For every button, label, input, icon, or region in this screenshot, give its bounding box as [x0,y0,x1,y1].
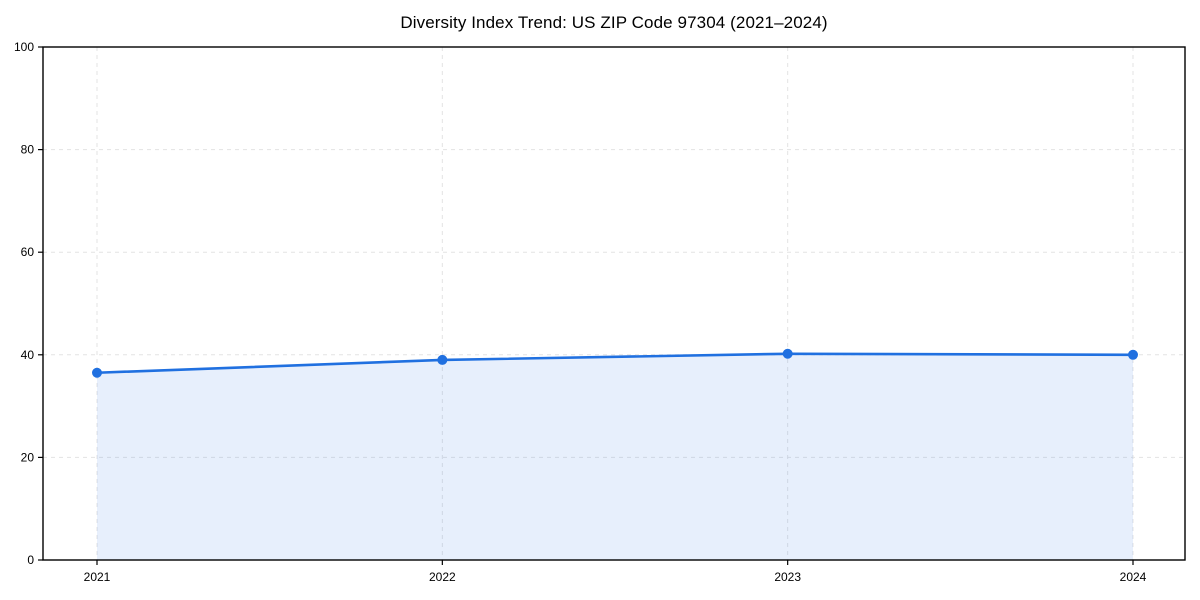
x-tick-label-2024: 2024 [1120,570,1147,584]
x-tick-label-2021: 2021 [84,570,111,584]
y-tick-label-0: 0 [27,553,34,567]
x-tick-label-2022: 2022 [429,570,456,584]
area-fill [97,353,1133,560]
chart-title: Diversity Index Trend: US ZIP Code 97304… [400,13,828,32]
data-point-2024 [1128,349,1138,360]
y-tick-label-100: 100 [14,40,34,54]
y-tick-label-60: 60 [21,245,35,259]
data-point-2021 [92,367,102,378]
plot-border [42,46,1186,561]
data-point-2023 [782,348,793,359]
trend-line [95,352,1135,375]
x-tick-label-2023: 2023 [774,570,801,584]
data-point-2022 [437,354,448,365]
y-tick-label-40: 40 [21,348,35,362]
y-tick-label-20: 20 [21,450,35,464]
y-tick-label-80: 80 [21,143,35,157]
